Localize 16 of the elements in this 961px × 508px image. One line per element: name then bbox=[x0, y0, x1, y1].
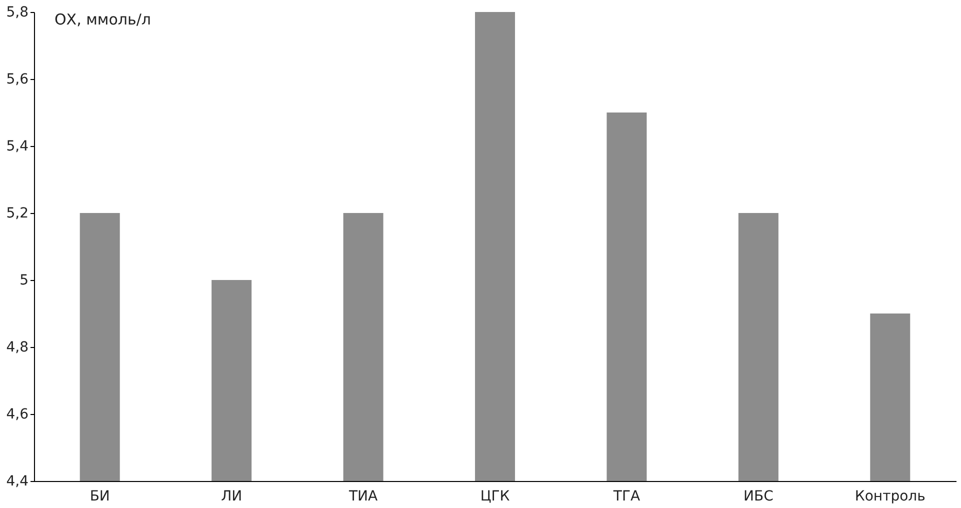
x-tick-label: ЛИ bbox=[221, 488, 242, 504]
y-tick-label: 4,8 bbox=[6, 340, 28, 356]
y-tick-label: 4,6 bbox=[6, 406, 29, 422]
x-tick-label: БИ bbox=[90, 488, 110, 504]
x-tick-label: ТИА bbox=[348, 488, 378, 504]
y-tick-label: 4,4 bbox=[6, 474, 29, 490]
y-tick-label: 5,6 bbox=[6, 72, 29, 88]
x-tick-label: Контроль bbox=[854, 488, 926, 504]
x-tick-label: ЦГК bbox=[480, 488, 510, 504]
y-tick-label: 5 bbox=[20, 272, 28, 288]
y-axis-title: ОХ, ммоль/л bbox=[54, 10, 151, 28]
y-tick-label: 5,8 bbox=[6, 4, 28, 20]
x-tick-label: ТГА bbox=[612, 488, 640, 504]
x-tick-label: ИБС bbox=[744, 488, 774, 504]
y-tick-label: 5,4 bbox=[6, 138, 29, 154]
y-tick-label: 5,2 bbox=[6, 206, 28, 222]
